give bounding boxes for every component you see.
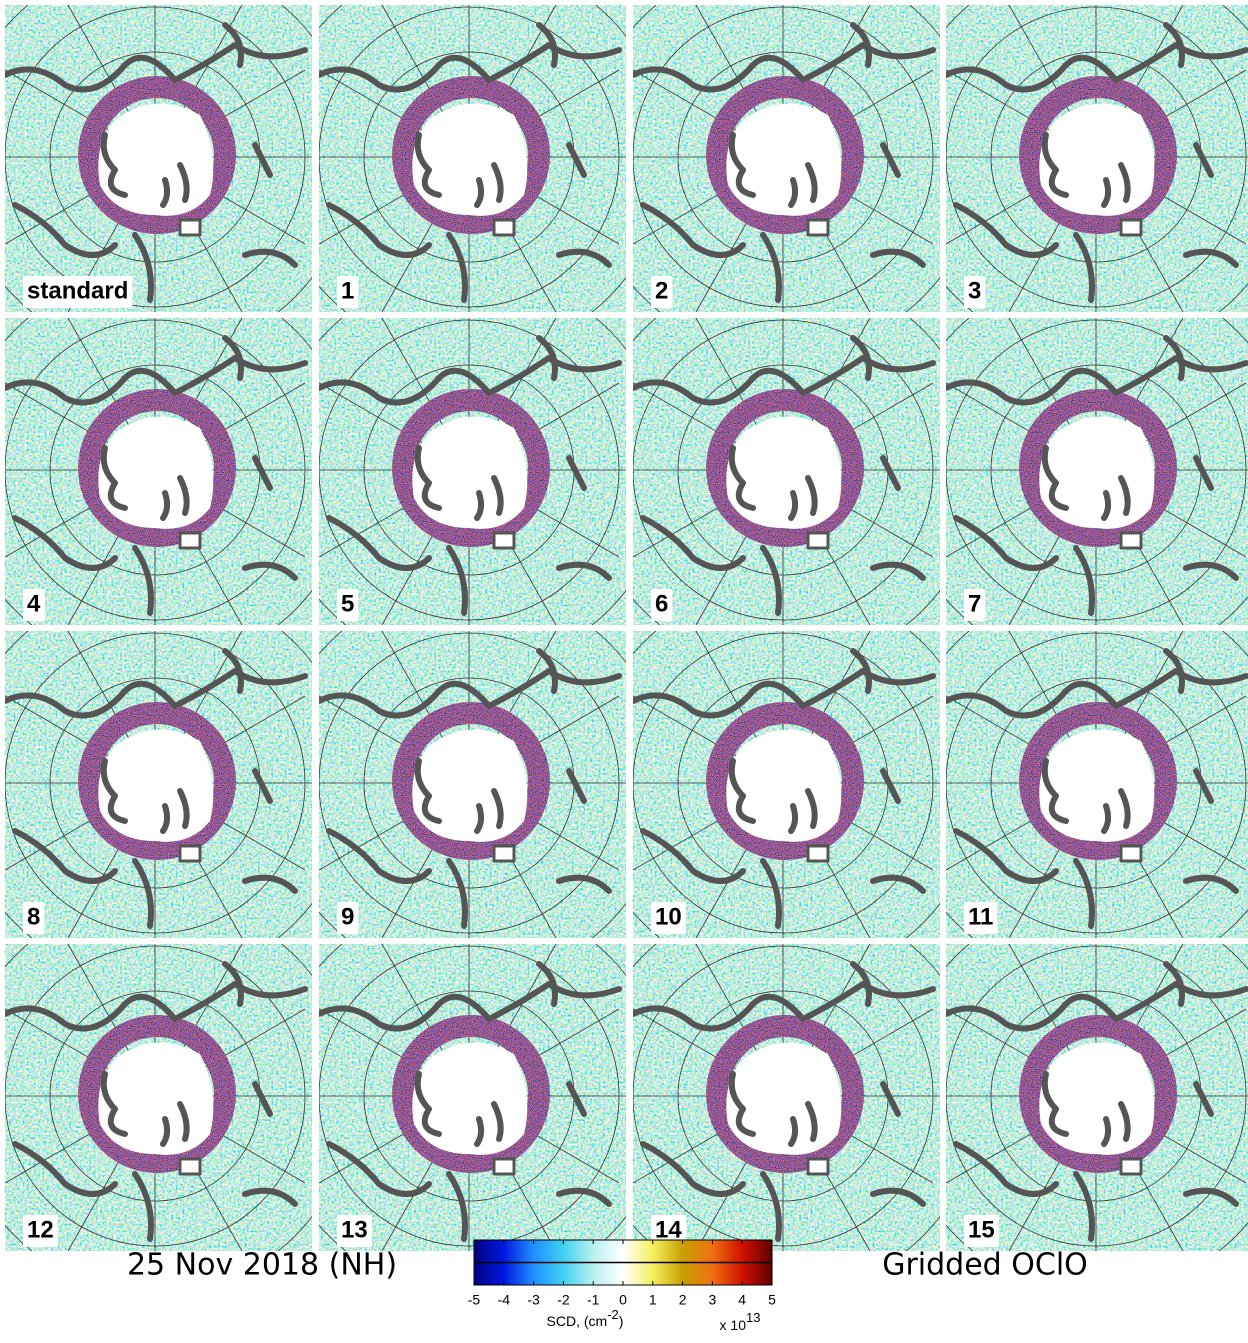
colorbar-tick-label: 5 [768,1292,776,1308]
colorbar-multiplier-text: x 10 [720,1317,747,1333]
map-panel: 14 [585,898,981,1294]
map-panel: 6 [585,272,981,668]
panel-label-box [337,589,359,621]
colorbar-tick-label: 3 [709,1292,717,1308]
colorbar-tick-label: 4 [738,1292,746,1308]
map-panel: 3 [898,0,1248,355]
colorbar-tick-label: -4 [498,1292,511,1308]
panel-label-box [337,902,359,934]
panel-label: 14 [655,1216,682,1243]
panel-label-box [651,276,673,308]
panel-label-box [964,276,986,308]
panel-label-box [337,276,359,308]
panel-label: 3 [968,277,981,304]
panel-label-box [651,589,673,621]
map-panel: 7 [898,272,1248,668]
map-panel: 4 [0,272,353,668]
colorbar-label-end: ) [619,1313,624,1329]
panel-label-box [23,902,45,934]
colorbar-tick-label: 0 [619,1292,627,1308]
colorbar-tick-label: -5 [468,1292,481,1308]
map-panel: 8 [0,585,353,981]
panel-label: 9 [341,903,354,930]
panel-label: 2 [655,277,668,304]
panel-label: 5 [341,590,354,617]
colorbar-tick-label: 1 [649,1292,657,1308]
map-image [898,272,1248,668]
map-image [898,585,1248,981]
caption-left: 25 Nov 2018 (NH) [127,1248,397,1283]
panel-label: standard [27,277,128,304]
colorbar-tick-label: -1 [587,1292,600,1308]
panel-label: 11 [968,903,993,930]
colorbar-label-sup: -2 [607,1307,619,1322]
colorbar-tick-label: -2 [557,1292,570,1308]
caption-right: Gridded OClO [882,1248,1088,1283]
colorbar-multiplier-sup: 13 [746,1310,760,1325]
map-image [585,898,981,1294]
panel-label: 7 [968,590,981,617]
map-panel: 5 [271,272,667,668]
map-panel: 13 [271,898,667,1294]
map-image [271,898,667,1294]
map-image [0,585,353,981]
map-panel: 10 [585,585,981,981]
panel-label: 1 [341,277,354,304]
panel-label-box [651,902,686,934]
map-image [585,585,981,981]
panel-label-box [964,902,998,934]
colorbar-label: SCD, (cm-2) [547,1307,624,1328]
panel-label: 6 [655,590,668,617]
map-panel: standard [0,0,353,355]
map-image [271,585,667,981]
panel-label: 12 [27,1216,54,1243]
panel-label-box [964,1215,999,1247]
map-panel: 11 [898,585,1248,981]
map-image [585,0,981,355]
map-image [0,272,353,668]
panel-label: 8 [27,903,40,930]
colorbar-label-text: SCD, (cm [547,1313,608,1329]
map-panel: 9 [271,585,667,981]
panel-label: 15 [968,1216,995,1243]
map-image [898,898,1248,1294]
map-image [271,0,667,355]
map-panel: 1 [271,0,667,355]
panel-label-box [337,1215,372,1247]
panel-label: 10 [655,903,682,930]
map-panel: 12 [0,898,353,1294]
panel-label-box [23,276,133,308]
panel-label-box [964,589,986,621]
map-image [585,272,981,668]
map-panel: 15 [898,898,1248,1294]
panel-label-box [23,589,45,621]
panel-label-box [23,1215,58,1247]
map-image [271,272,667,668]
colorbar-tick-label: 2 [679,1292,687,1308]
map-image [898,0,1248,355]
panel-label: 4 [27,590,41,617]
map-panel: 2 [585,0,981,355]
panel-label: 13 [341,1216,368,1243]
colorbar-multiplier: x 1013 [720,1310,761,1332]
colorbar-tick-label: -3 [527,1292,540,1308]
